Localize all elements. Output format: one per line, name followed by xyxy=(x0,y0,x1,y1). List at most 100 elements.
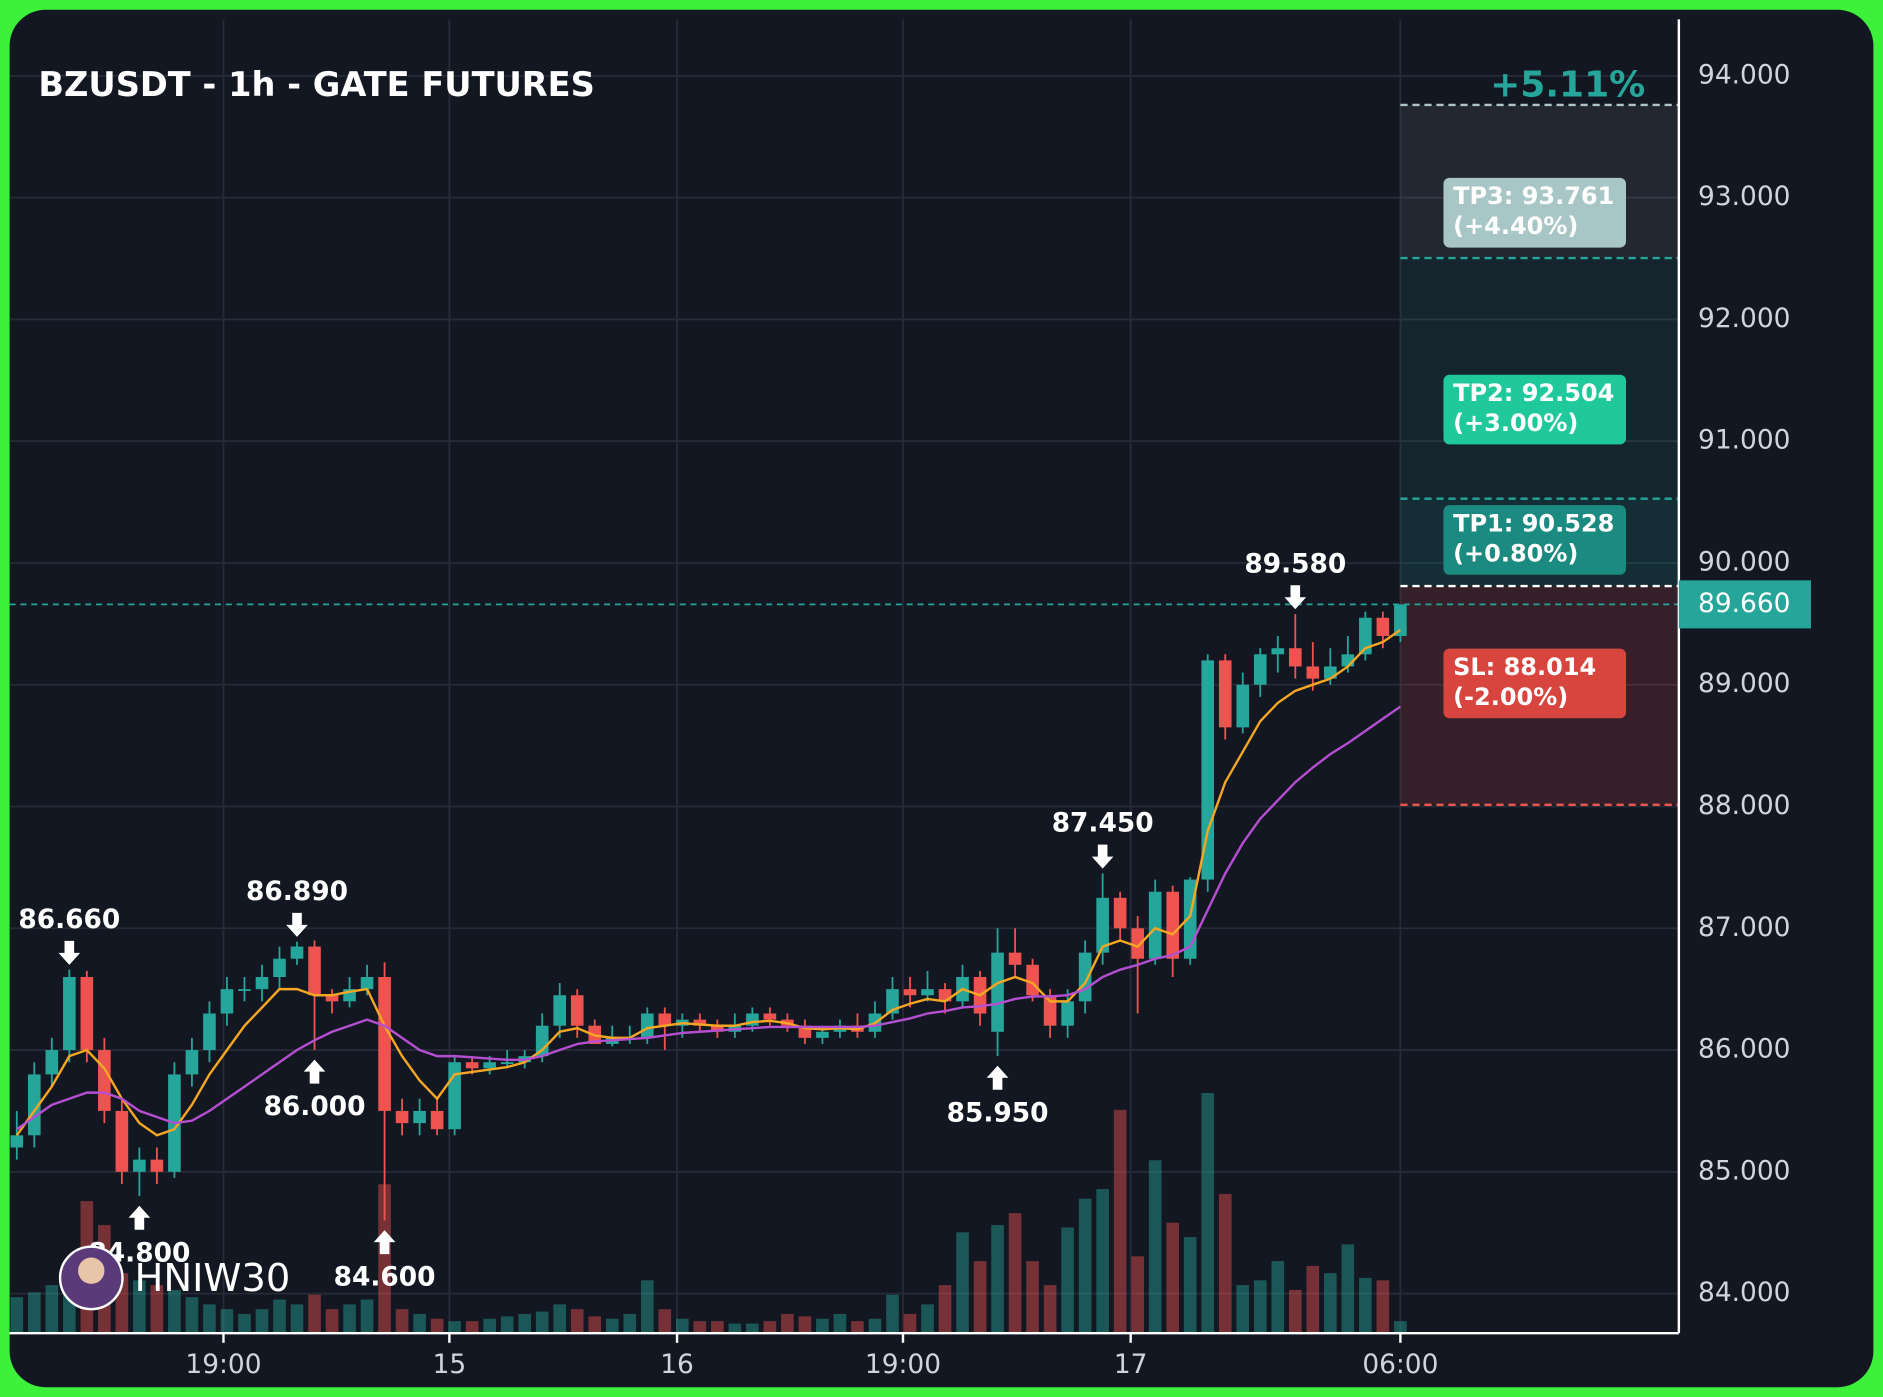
y-tick-label: 91.000 xyxy=(1698,425,1790,456)
candle-body xyxy=(150,1159,164,1172)
candle-body xyxy=(1359,617,1372,655)
volume-bar xyxy=(168,1289,181,1334)
level-change: (-2.00%) xyxy=(1453,683,1568,711)
volume-bar xyxy=(535,1311,549,1334)
y-tick-label: 93.000 xyxy=(1698,181,1790,212)
moving-average xyxy=(15,628,1402,1137)
candle-body xyxy=(238,989,251,991)
volume-bar xyxy=(483,1318,496,1334)
annotation-label: 87.450 xyxy=(1052,808,1154,839)
volume-bar xyxy=(1341,1244,1355,1334)
candle-body xyxy=(658,1013,672,1026)
arrow xyxy=(128,1205,151,1230)
candle-body xyxy=(483,1062,496,1069)
candle-body xyxy=(133,1159,146,1172)
candle-body xyxy=(1288,648,1302,667)
level-label: TP1: 90.528 xyxy=(1453,509,1614,537)
candle-body xyxy=(45,1050,59,1075)
candle-body xyxy=(413,1110,426,1124)
chart-title: BZUSDT - 1h - GATE FUTURES xyxy=(38,65,594,104)
volume-bar xyxy=(781,1313,794,1334)
volume-bar xyxy=(1376,1280,1390,1334)
candle-body xyxy=(80,976,94,1051)
candle-body xyxy=(290,946,304,959)
volume-bar xyxy=(763,1321,777,1334)
candle-body xyxy=(1008,952,1022,965)
candle-body xyxy=(63,976,76,1051)
candle-body xyxy=(1131,928,1144,959)
volume-bar xyxy=(45,1285,59,1334)
y-tick-label: 84.000 xyxy=(1698,1277,1790,1308)
volume-bar xyxy=(676,1318,689,1334)
candle-body xyxy=(378,976,391,1111)
volume-bar xyxy=(1096,1189,1109,1334)
volume-bar xyxy=(360,1299,374,1334)
volume-bar xyxy=(693,1321,707,1334)
candle-body xyxy=(220,989,234,1014)
annotation-label: 86.000 xyxy=(264,1091,366,1122)
volume-bar xyxy=(1131,1256,1144,1334)
volume-bar xyxy=(1201,1092,1215,1334)
candle-body xyxy=(1218,660,1232,728)
volume-bar xyxy=(308,1294,321,1334)
volume-bar xyxy=(1324,1273,1337,1334)
candle-body xyxy=(693,1019,707,1026)
candle-body xyxy=(465,1062,479,1069)
volume-bar xyxy=(1359,1277,1372,1334)
volume-bar xyxy=(588,1316,602,1334)
volume-bar xyxy=(448,1321,461,1334)
annotation-label: 84.600 xyxy=(334,1262,436,1293)
candle-body xyxy=(1096,897,1109,953)
candle-body xyxy=(273,958,286,977)
candle-body xyxy=(10,1135,24,1148)
candle-body xyxy=(185,1050,199,1075)
level-change: (+4.40%) xyxy=(1453,212,1578,240)
y-tick-label: 94.000 xyxy=(1698,59,1790,90)
annotation-label: 86.890 xyxy=(246,876,348,907)
level-box xyxy=(1443,648,1627,719)
candle-body xyxy=(1253,654,1267,685)
y-tick-label: 85.000 xyxy=(1698,1155,1790,1186)
candle-body xyxy=(1061,1001,1074,1026)
candle-body xyxy=(991,952,1004,1032)
x-tick-label: 19:00 xyxy=(185,1349,261,1380)
candle-body xyxy=(535,1025,549,1057)
x-tick-label: 16 xyxy=(660,1349,694,1380)
volume-bar xyxy=(273,1299,286,1334)
candle-body xyxy=(255,976,269,990)
candle-body xyxy=(1306,666,1320,679)
volume-bar xyxy=(238,1313,251,1334)
volume-bar xyxy=(1113,1109,1127,1334)
volume-bar xyxy=(886,1294,899,1334)
volume-bar xyxy=(903,1313,917,1334)
y-tick-label: 90.000 xyxy=(1698,546,1790,577)
arrow xyxy=(303,1059,326,1084)
candle-body xyxy=(325,995,339,1002)
candle-body xyxy=(1043,995,1057,1026)
volume-bar xyxy=(798,1316,812,1334)
annotation-label: 86.660 xyxy=(18,904,120,935)
y-tick-label: 89.000 xyxy=(1698,668,1790,699)
candle-body xyxy=(500,1062,514,1065)
candle-body xyxy=(1026,964,1039,996)
volume-bar xyxy=(518,1313,531,1334)
level-change: (+3.00%) xyxy=(1453,409,1578,437)
volume-bar xyxy=(1253,1280,1267,1334)
x-tick-label: 19:00 xyxy=(865,1349,941,1380)
volume-bar xyxy=(395,1309,409,1334)
volume-bar xyxy=(570,1309,584,1334)
volume-bar xyxy=(10,1297,24,1334)
volume-bar xyxy=(325,1309,339,1334)
candle-body xyxy=(1078,952,1092,1002)
volume-bar xyxy=(1218,1193,1232,1334)
candle-body xyxy=(711,1025,724,1032)
volume-bar xyxy=(1394,1321,1407,1334)
volume-bar xyxy=(1306,1265,1320,1334)
candle-body xyxy=(430,1110,444,1130)
candle-body xyxy=(1166,891,1180,959)
y-tick-label: 88.000 xyxy=(1698,790,1790,821)
volume-bar xyxy=(868,1318,882,1334)
volume-bar xyxy=(605,1318,619,1334)
level-box xyxy=(1443,177,1627,248)
y-tick-label: 87.000 xyxy=(1698,912,1790,943)
